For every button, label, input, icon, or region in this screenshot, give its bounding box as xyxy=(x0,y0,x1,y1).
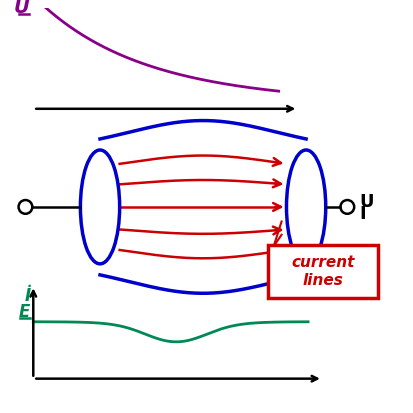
Text: U: U xyxy=(359,193,374,211)
Text: current
lines: current lines xyxy=(291,255,354,289)
Text: U: U xyxy=(14,0,29,17)
FancyBboxPatch shape xyxy=(79,149,100,265)
Text: İ: İ xyxy=(24,287,30,305)
Text: E: E xyxy=(19,303,30,321)
FancyBboxPatch shape xyxy=(306,149,327,265)
FancyBboxPatch shape xyxy=(268,245,378,298)
Text: I: I xyxy=(359,205,366,223)
